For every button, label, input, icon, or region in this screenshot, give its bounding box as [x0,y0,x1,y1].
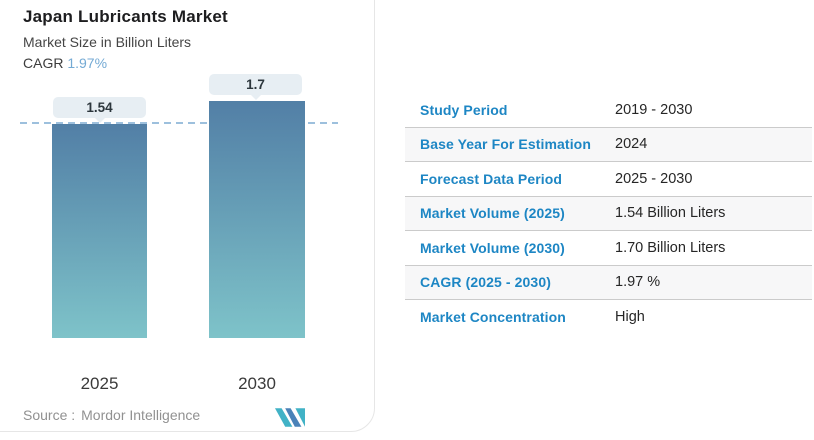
table-row-market-volume-2030: Market Volume (2030) 1.70 Billion Liters [405,231,812,266]
x-axis-label-2030: 2030 [238,374,276,393]
cagr-label: CAGR [23,55,64,71]
table-row-base-year: Base Year For Estimation 2024 [405,127,812,162]
table-row-market-concentration: Market Concentration High [405,300,812,335]
bar-value-text: 1.7 [246,77,265,93]
x-axis-label-2025: 2025 [80,374,119,393]
row-value: 2019 - 2030 [615,101,693,118]
row-label: Study Period [420,101,508,118]
row-value: High [615,309,645,326]
cagr-value: 1.97% [67,55,108,71]
row-label: Market Volume (2030) [420,239,565,256]
row-value: 1.54 Billion Liters [615,205,726,222]
source-value: Mordor Intelligence [81,407,201,423]
cagr-line: CAGR 1.97% [23,55,228,71]
chart-card: Japan Lubricants Market Market Size in B… [0,0,375,432]
table-row-forecast-period: Forecast Data Period 2025 - 2030 [405,162,812,197]
row-value: 2025 - 2030 [615,170,693,187]
row-label: Market Volume (2025) [420,205,565,222]
table-row-cagr: CAGR (2025 - 2030) 1.97 % [405,265,812,300]
bar-value-text: 1.54 [86,99,113,115]
row-label: Base Year For Estimation [420,136,591,153]
row-value: 2024 [615,136,648,153]
source-attribution: Source : Mordor Intelligence [23,407,200,423]
row-label: Market Concentration [420,309,566,326]
chart-header: Japan Lubricants Market Market Size in B… [23,7,228,71]
chart-subtitle: Market Size in Billion Liters [23,34,192,50]
page-title: Japan Lubricants Market [23,7,228,26]
bar-2025 [52,123,147,338]
mordor-intelligence-logo [275,408,305,427]
row-value: 1.70 Billion Liters [615,239,726,256]
row-value: 1.97 % [615,274,661,291]
bar-2030 [209,101,305,338]
row-label: CAGR (2025 - 2030) [420,274,551,291]
table-row-market-volume-2025: Market Volume (2025) 1.54 Billion Liters [405,196,812,231]
source-label: Source : [23,407,76,423]
market-snapshot-table: Study Period 2019 - 2030 Base Year For E… [405,93,812,335]
reference-dashed-line [20,121,338,124]
table-row-study-period: Study Period 2019 - 2030 [405,93,812,128]
bar-value-label-2030: 1.7 [209,74,302,101]
bar-value-label-2025: 1.54 [53,96,146,123]
row-label: Forecast Data Period [420,170,563,187]
